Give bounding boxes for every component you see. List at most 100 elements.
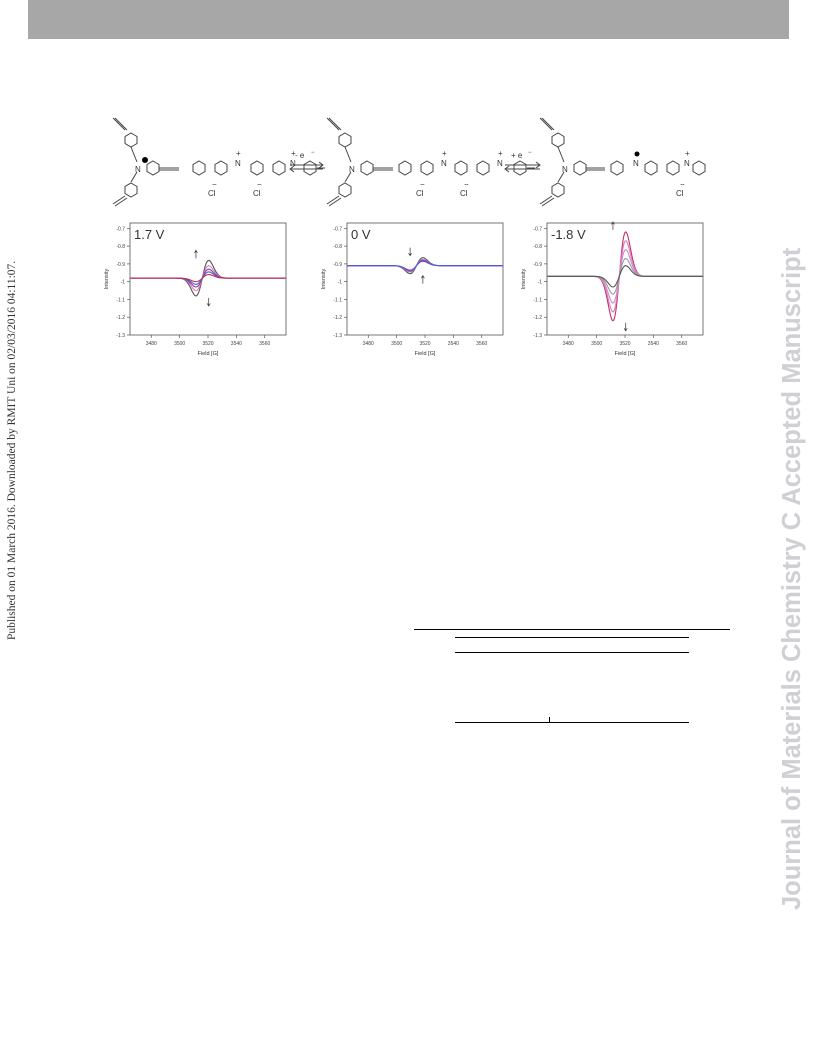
y-tick-label: -0.7 xyxy=(116,226,125,232)
panel-voltage-label: 0 V xyxy=(351,227,371,242)
svg-text:N: N xyxy=(290,159,296,168)
svg-text:−: − xyxy=(464,180,469,189)
epr-panel-1: -0.7 -0.8 -0.9 -1 -1.1 -1.2 -1.3 3480 3500 3520 35… xyxy=(100,215,290,367)
y-tick-label: -0.9 xyxy=(333,262,342,268)
y-tick-label: -1.2 xyxy=(533,315,542,321)
y-tick-label: -1 xyxy=(538,280,543,286)
x-tick-label: 3560 xyxy=(259,341,270,347)
svg-text:N: N xyxy=(684,159,690,168)
arrow-head xyxy=(611,221,615,225)
y-tick-label: -1.1 xyxy=(116,297,125,303)
y-axis-label: Intensity xyxy=(104,269,110,290)
y-axis-label: Intensity xyxy=(321,269,327,290)
svg-text:−: − xyxy=(257,180,262,189)
y-tick-label: -1.1 xyxy=(333,297,342,303)
x-tick-label: 3500 xyxy=(391,341,402,347)
x-tick-label: 3540 xyxy=(448,341,459,347)
x-tick-label: 3560 xyxy=(476,341,487,347)
radical-dot xyxy=(634,151,640,157)
svg-text:Cl: Cl xyxy=(676,189,684,198)
molecule-radical: N N N + Cl − xyxy=(539,117,706,207)
x-tick-label: 3520 xyxy=(419,341,430,347)
reaction-scheme: N N + N + Cl − Cl − - e − xyxy=(112,117,706,207)
chloride-label: Cl xyxy=(208,189,216,198)
epr-spectrum-line xyxy=(130,274,286,283)
svg-text:−: − xyxy=(528,150,532,156)
x-tick-label: 3480 xyxy=(146,341,157,347)
svg-text:+: + xyxy=(498,149,503,158)
svg-text:- e: - e xyxy=(295,151,305,160)
y-tick-label: -0.9 xyxy=(533,262,542,268)
epr-spectrum-line xyxy=(347,260,503,271)
equilibrium-arrow-oxidation: - e − xyxy=(289,150,324,173)
epr-chart-1: -0.7 -0.8 -0.9 -1 -1.1 -1.2 -1.3 3480 3500 3520 35… xyxy=(104,222,287,357)
table-bottom-rule xyxy=(455,722,689,723)
molecule-radical-cation: N N + N + Cl − Cl − xyxy=(112,117,325,207)
svg-text:N: N xyxy=(562,165,568,174)
svg-text:+: + xyxy=(236,149,241,158)
svg-text:+ e: + e xyxy=(511,151,523,160)
x-tick-label: 3480 xyxy=(363,341,374,347)
x-axis-label: Field [G] xyxy=(615,351,636,357)
svg-text:−: − xyxy=(420,180,425,189)
publication-note: Published on 01 March 2016. Downloaded b… xyxy=(6,260,18,640)
epr-panel-2: -0.7 -0.8 -0.9 -1 -1.1 -1.2 -1.3 3480 3500 3520 35… xyxy=(317,215,507,367)
y-tick-label: -1.2 xyxy=(333,315,342,321)
svg-text:+: + xyxy=(442,149,447,158)
y-tick-label: -0.8 xyxy=(116,244,125,250)
arrow-head xyxy=(421,274,425,279)
y-tick-label: -1 xyxy=(338,280,343,286)
table-rule xyxy=(455,652,689,653)
header-bar xyxy=(28,0,789,39)
molecule-neutral: N N + N + Cl − Cl − xyxy=(326,117,535,207)
svg-text:N: N xyxy=(497,159,503,168)
epr-chart-2: -0.7 -0.8 -0.9 -1 -1.1 -1.2 -1.3 3480 3500 3520 35… xyxy=(321,222,504,357)
journal-watermark: Journal of Materials Chemistry C Accepte… xyxy=(778,247,806,910)
table-rule xyxy=(455,637,689,638)
x-tick-label: 3500 xyxy=(591,341,602,347)
svg-text:−: − xyxy=(212,180,217,189)
arrow-head xyxy=(408,252,412,257)
panel-voltage-label: 1.7 V xyxy=(134,227,165,242)
svg-text:N: N xyxy=(633,159,639,168)
y-tick-label: -0.7 xyxy=(533,226,542,232)
svg-text:−: − xyxy=(311,150,315,156)
x-axis-label: Field [G] xyxy=(198,351,219,357)
y-tick-label: -1.2 xyxy=(116,315,125,321)
svg-text:+: + xyxy=(291,149,296,158)
x-tick-label: 3560 xyxy=(676,341,687,347)
y-tick-label: -1 xyxy=(121,280,126,286)
svg-text:+: + xyxy=(685,149,690,158)
arrow-head xyxy=(194,249,198,254)
x-tick-label: 3500 xyxy=(174,341,185,347)
x-tick-label: 3540 xyxy=(231,341,242,347)
epr-panel-3: -0.7 -0.8 -0.9 -1 -1.1 -1.2 -1.3 3480 3500 3520 35… xyxy=(517,215,707,367)
x-tick-label: 3540 xyxy=(648,341,659,347)
y-tick-label: -0.7 xyxy=(333,226,342,232)
arrow-head xyxy=(206,303,211,307)
x-axis-label: Field [G] xyxy=(415,351,436,357)
y-tick-label: -0.8 xyxy=(333,244,342,250)
y-tick-label: -1.3 xyxy=(333,333,342,339)
svg-text:N: N xyxy=(349,165,355,174)
x-tick-label: 3520 xyxy=(202,341,213,347)
equilibrium-arrow-reduction: + e − xyxy=(504,150,541,173)
y-tick-label: -0.9 xyxy=(116,262,125,268)
svg-text:Cl: Cl xyxy=(460,189,468,198)
svg-text:Cl: Cl xyxy=(416,189,424,198)
y-tick-label: -1.1 xyxy=(533,297,542,303)
epr-chart-3: -0.7 -0.8 -0.9 -1 -1.1 -1.2 -1.3 3480 3500 3520 35… xyxy=(521,221,704,357)
y-tick-label: -1.3 xyxy=(533,333,542,339)
svg-text:N: N xyxy=(235,159,241,168)
svg-text:−: − xyxy=(680,180,685,189)
x-tick-label: 3520 xyxy=(619,341,630,347)
n-atom-label: N xyxy=(135,165,141,174)
panel-voltage-label: -1.8 V xyxy=(551,227,586,242)
y-tick-label: -0.8 xyxy=(533,244,542,250)
svg-text:N: N xyxy=(441,159,447,168)
y-tick-label: -1.3 xyxy=(116,333,125,339)
table-column-tick xyxy=(549,717,550,723)
y-axis-label: Intensity xyxy=(521,269,527,290)
radical-dot xyxy=(142,157,148,163)
table-top-rule xyxy=(414,629,730,630)
